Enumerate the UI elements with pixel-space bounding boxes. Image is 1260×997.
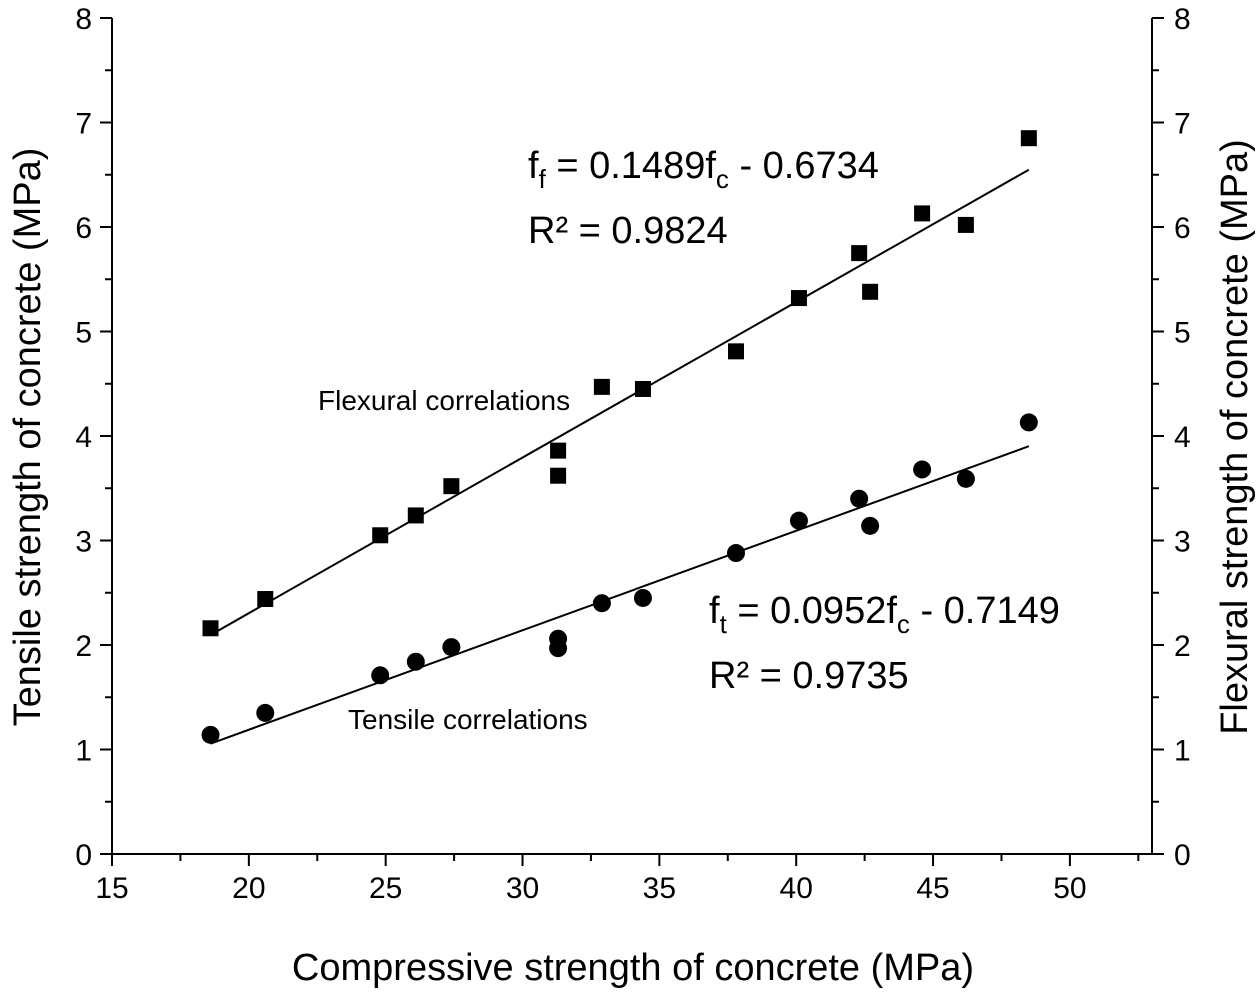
flexural-point (550, 468, 566, 484)
y-tick-label-left: 2 (75, 630, 92, 663)
y-axis-title-right: Flexural strength of concrete (MPa) (1214, 139, 1256, 735)
y-tick-label-right: 8 (1174, 3, 1191, 36)
flexural-point (408, 507, 424, 523)
flexural-point (372, 527, 388, 543)
tensile-point (256, 704, 274, 722)
y-tick-label-left: 7 (75, 108, 92, 141)
x-tick-label: 50 (1053, 872, 1086, 905)
y-tick-label-left: 0 (75, 839, 92, 872)
tensile-point (913, 460, 931, 478)
flexural-point (443, 478, 459, 494)
flexural-point (791, 290, 807, 306)
x-tick-label: 30 (506, 872, 539, 905)
tensile-eq-sub-c: c (897, 609, 910, 639)
x-tick-label: 25 (369, 872, 402, 905)
tensile-r2: R² = 0.9735 (709, 655, 909, 697)
y-tick-label-left: 3 (75, 526, 92, 559)
y-tick-label-left: 1 (75, 735, 92, 768)
flexural-point (635, 381, 651, 397)
flexural-point (257, 591, 273, 607)
flexural-eq-mid: = 0.1489f (546, 145, 717, 187)
y-tick-label-right: 2 (1174, 630, 1191, 663)
y-tick-label-right: 6 (1174, 212, 1191, 245)
flexural-point (1021, 130, 1037, 146)
flexural-eq-f: f (528, 145, 539, 187)
tensile-point (634, 589, 652, 607)
flexural-point (958, 217, 974, 233)
y-tick-label-left: 6 (75, 212, 92, 245)
tensile-point (861, 517, 879, 535)
x-tick-label: 45 (916, 872, 949, 905)
tensile-point (850, 490, 868, 508)
tensile-label: Tensile correlations (348, 704, 588, 735)
tensile-eq-tail: - 0.7149 (910, 590, 1060, 632)
y-tick-label-right: 3 (1174, 526, 1191, 559)
flexural-point (594, 379, 610, 395)
tensile-point (442, 638, 460, 656)
flexural-point (914, 205, 930, 221)
tensile-fit-line (211, 446, 1029, 743)
flexural-point (550, 443, 566, 459)
tensile-point (957, 470, 975, 488)
y-tick-label-right: 5 (1174, 317, 1191, 350)
tensile-point (407, 653, 425, 671)
flexural-label: Flexural correlations (318, 385, 570, 416)
y-tick-label-right: 0 (1174, 839, 1191, 872)
tensile-point (549, 630, 567, 648)
flexural-equation: ff = 0.1489fc - 0.6734 (528, 145, 879, 194)
flexural-r2: R² = 0.9824 (528, 210, 728, 252)
tensile-point (727, 544, 745, 562)
flexural-point (203, 620, 219, 636)
x-tick-label: 15 (95, 872, 128, 905)
x-tick-label: 20 (232, 872, 265, 905)
tensile-eq-f: f (709, 590, 720, 632)
tensile-point (593, 594, 611, 612)
y-tick-label-right: 7 (1174, 108, 1191, 141)
tensile-point (202, 726, 220, 744)
y-tick-label-left: 4 (75, 421, 92, 454)
flexural-eq-tail: - 0.6734 (729, 145, 879, 187)
y-axis-title-left: Tensile strength of concrete (MPa) (7, 148, 49, 727)
x-tick-label: 35 (643, 872, 676, 905)
x-tick-label: 40 (780, 872, 813, 905)
y-tick-label-left: 8 (75, 3, 92, 36)
tensile-point (1020, 413, 1038, 431)
y-tick-label-left: 5 (75, 317, 92, 350)
flexural-point (862, 284, 878, 300)
x-axis-title: Compressive strength of concrete (MPa) (292, 947, 974, 989)
y-tick-label-right: 1 (1174, 735, 1191, 768)
flexural-point (728, 343, 744, 359)
tensile-point (790, 512, 808, 530)
tensile-equation: ft = 0.0952fc - 0.7149 (709, 590, 1060, 639)
flexural-eq-sub-c: c (716, 164, 729, 194)
flexural-point (851, 245, 867, 261)
tensile-point (371, 666, 389, 684)
tensile-eq-mid: = 0.0952f (727, 590, 898, 632)
y-tick-label-right: 4 (1174, 421, 1191, 454)
